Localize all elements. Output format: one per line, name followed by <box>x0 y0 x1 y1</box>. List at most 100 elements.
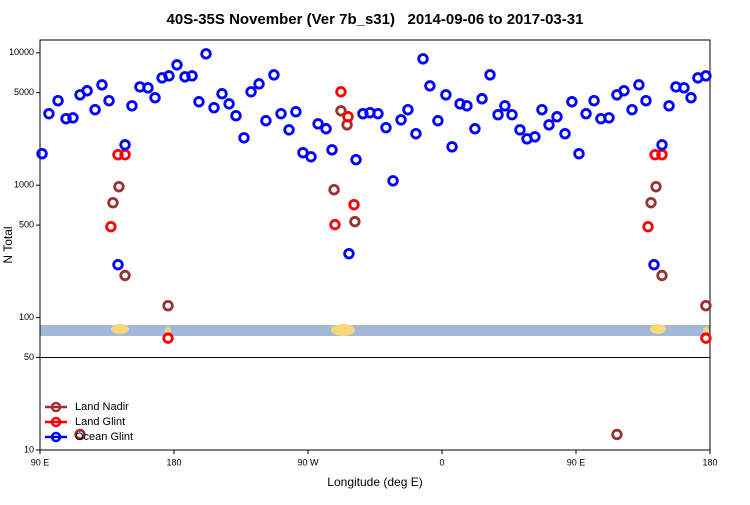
point <box>74 428 86 441</box>
point <box>410 127 422 140</box>
legend: Land Nadir Land Glint Ocean Glint <box>45 401 133 443</box>
point <box>348 198 360 211</box>
point <box>162 300 174 312</box>
point <box>603 112 615 124</box>
y-tick-label: 500 <box>19 219 34 229</box>
point <box>126 100 138 112</box>
point <box>113 180 125 193</box>
point <box>36 148 48 160</box>
point <box>283 124 295 136</box>
point <box>343 247 355 260</box>
legend-label: Ocean Glint <box>75 431 133 443</box>
point <box>230 110 242 122</box>
point <box>580 107 592 120</box>
point <box>112 149 124 161</box>
point <box>312 118 324 130</box>
point <box>656 269 668 282</box>
point <box>238 132 250 144</box>
point <box>245 86 257 98</box>
point <box>559 127 571 140</box>
point <box>440 89 452 101</box>
point <box>43 107 55 120</box>
point <box>700 332 712 344</box>
marks <box>36 48 712 441</box>
y-tick-label: 1000 <box>14 180 34 190</box>
point <box>223 98 235 110</box>
point <box>588 94 600 107</box>
point <box>67 112 79 124</box>
legend-marker <box>50 431 62 443</box>
point <box>499 100 511 112</box>
point <box>162 332 174 344</box>
point <box>179 71 191 83</box>
point <box>663 100 675 112</box>
x-tick-label: 180 <box>166 457 181 467</box>
legend-label: Land Nadir <box>75 401 129 413</box>
point <box>633 79 645 91</box>
y-tick-label: 50 <box>24 352 34 362</box>
land-blob <box>650 324 666 334</box>
land-blob <box>331 324 355 336</box>
point <box>335 105 347 117</box>
point <box>193 96 205 108</box>
point <box>380 121 392 134</box>
point <box>492 108 504 121</box>
point <box>372 107 384 120</box>
point <box>329 218 341 231</box>
legend-marker <box>50 401 62 413</box>
x-tick-label: 90 E <box>567 457 586 467</box>
point <box>200 48 212 60</box>
point <box>387 175 399 187</box>
point <box>260 115 272 127</box>
point <box>573 148 585 160</box>
point <box>342 111 354 123</box>
point <box>105 221 117 233</box>
x-tick-label: 180 <box>702 457 717 467</box>
point <box>142 82 154 94</box>
point <box>642 221 654 233</box>
point <box>469 123 481 135</box>
point <box>216 88 228 100</box>
point <box>417 53 429 65</box>
point <box>275 107 287 120</box>
point <box>395 114 407 126</box>
point <box>163 70 175 82</box>
legend-label: Land Glint <box>75 416 125 428</box>
point <box>119 139 131 151</box>
legend-marker <box>50 416 62 428</box>
point <box>424 80 436 92</box>
point <box>171 59 183 71</box>
point <box>461 100 473 112</box>
point <box>645 196 657 209</box>
point <box>103 94 115 107</box>
y-tick-label: 100 <box>19 312 34 322</box>
point <box>149 92 161 104</box>
point <box>700 70 712 82</box>
point <box>305 151 317 163</box>
point <box>60 113 72 125</box>
point <box>268 69 280 81</box>
point <box>650 180 662 193</box>
y-tick-label: 10 <box>24 444 34 454</box>
point <box>446 141 458 153</box>
point <box>349 215 361 228</box>
point <box>476 93 488 105</box>
x-axis-label: Longitude (deg E) <box>327 475 422 489</box>
point <box>514 124 526 136</box>
point <box>640 94 652 107</box>
point <box>402 103 414 116</box>
point <box>484 69 496 81</box>
point <box>208 102 220 114</box>
point <box>656 139 668 151</box>
point <box>618 85 630 97</box>
point <box>328 184 340 196</box>
y-axis-label: N Total <box>1 226 15 263</box>
y-tick-label: 5000 <box>14 87 34 97</box>
point <box>253 78 265 90</box>
point <box>52 94 64 107</box>
point <box>81 85 93 97</box>
y-tick-label: 10000 <box>9 47 34 57</box>
point <box>678 82 690 94</box>
point <box>357 107 369 120</box>
x-tick-label: 0 <box>439 457 444 467</box>
